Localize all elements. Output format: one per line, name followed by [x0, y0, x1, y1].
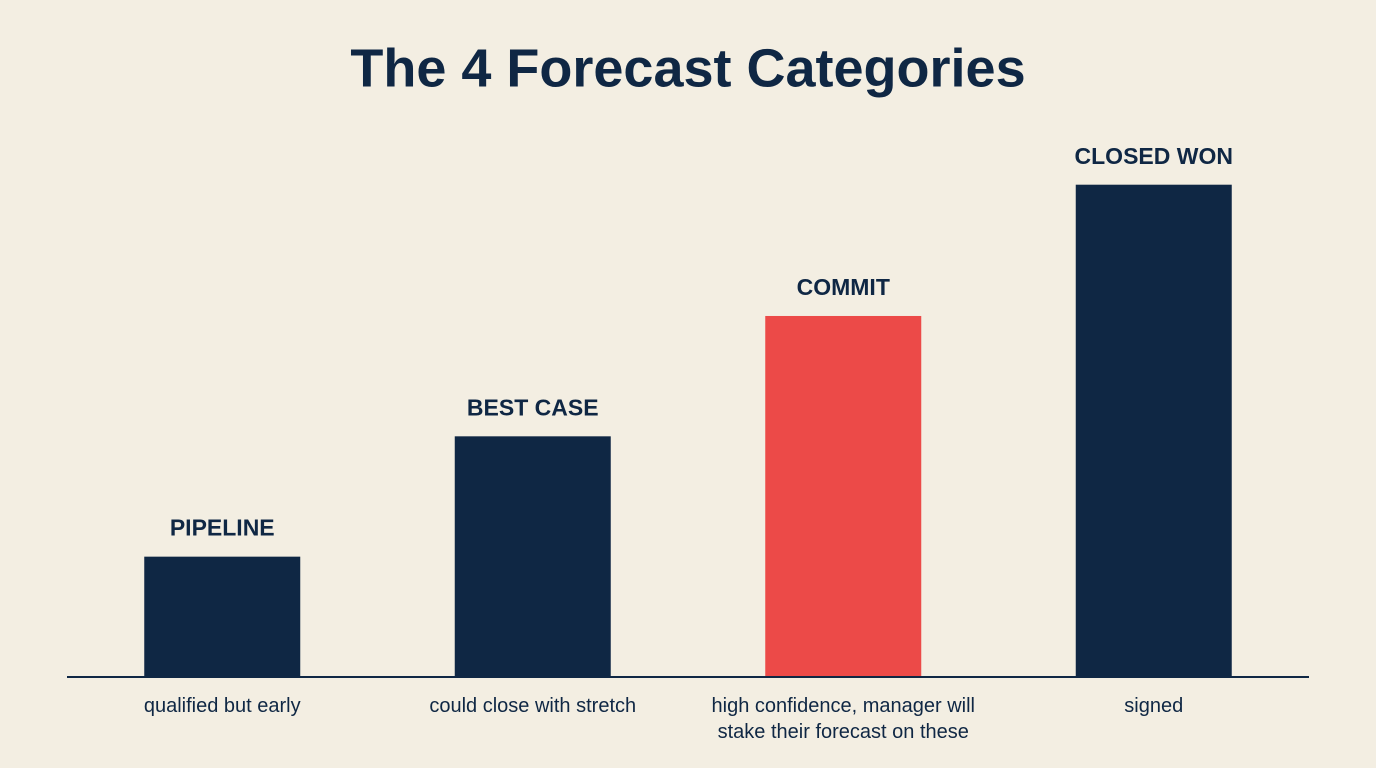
category-description: qualified but early — [143, 695, 301, 717]
category-label: BEST CASE — [467, 394, 599, 420]
category-description: could close with stretch — [429, 695, 637, 717]
category-label: COMMIT — [797, 274, 890, 300]
category-label: CLOSED WON — [1075, 143, 1233, 169]
chart-title: The 4 Forecast Categories — [350, 38, 1025, 98]
bar — [144, 556, 301, 677]
bar — [454, 436, 611, 677]
category-description: signed — [1124, 695, 1184, 717]
category-description: high confidence, manager will stake thei… — [711, 695, 976, 743]
category-label: PIPELINE — [170, 515, 275, 541]
bar — [1075, 184, 1232, 677]
bar — [765, 315, 922, 677]
